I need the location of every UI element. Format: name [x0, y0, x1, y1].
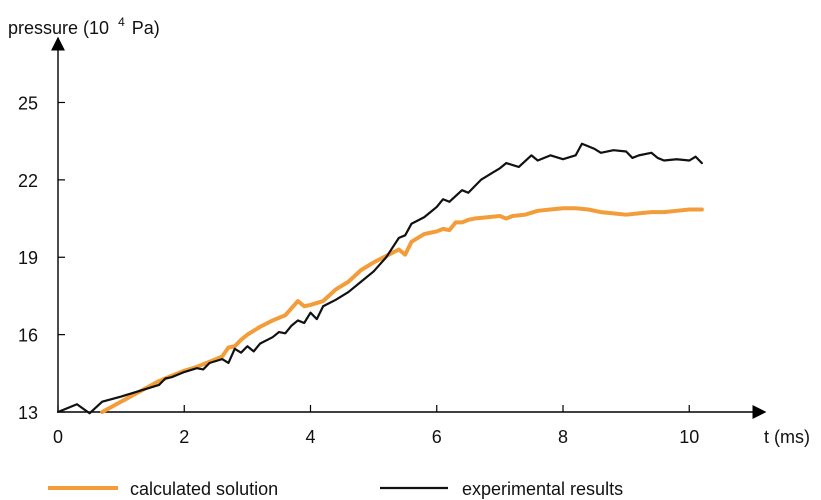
- y-tick-label: 16: [18, 326, 38, 346]
- y-axis-label: pressure (10 4 Pa): [8, 10, 160, 38]
- x-tick-label: 10: [679, 427, 699, 447]
- series-line-calculated-solution: [100, 206, 704, 414]
- series-line-experimental-results: [56, 142, 703, 415]
- x-axis-label: t (ms): [764, 427, 810, 447]
- legend-label-calculated-solution: calculated solution: [130, 479, 278, 499]
- x-tick-label: 6: [432, 427, 442, 447]
- x-ticks: 0 2 4 6 8 10: [53, 405, 699, 447]
- x-tick-label: 0: [53, 427, 63, 447]
- x-tick-label: 4: [305, 427, 315, 447]
- legend: calculated solution experimental results: [48, 479, 623, 499]
- legend-label-experimental-results: experimental results: [462, 479, 623, 499]
- y-tick-label: 22: [18, 171, 38, 191]
- x-tick-label: 2: [179, 427, 189, 447]
- y-ticks: 13 16 19 22 25: [18, 93, 65, 423]
- legend-item-calculated-solution: calculated solution: [48, 479, 278, 499]
- x-tick-label: 8: [558, 427, 568, 447]
- y-tick-label: 19: [18, 248, 38, 268]
- y-tick-label: 13: [18, 403, 38, 423]
- legend-item-experimental-results: experimental results: [380, 479, 623, 499]
- series-layer: [56, 142, 704, 415]
- y-tick-label: 25: [18, 93, 38, 113]
